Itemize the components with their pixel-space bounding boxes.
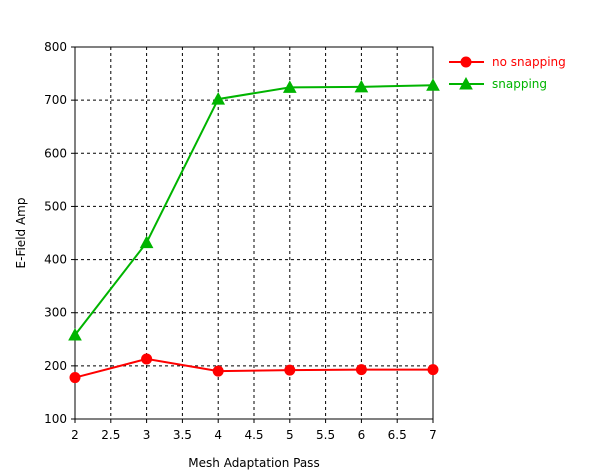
grid bbox=[75, 47, 433, 419]
series-line-snapping bbox=[74, 84, 434, 336]
y-tick-label: 100 bbox=[44, 412, 67, 426]
x-tick-label: 4.5 bbox=[244, 428, 263, 442]
data-point-snapping bbox=[354, 79, 369, 93]
x-tick-label: 5.5 bbox=[316, 428, 335, 442]
data-point-snapping bbox=[282, 80, 297, 93]
legend-marker-no-snapping bbox=[460, 56, 472, 68]
series-snapping bbox=[68, 78, 440, 341]
data-point-no-snapping bbox=[69, 372, 81, 384]
x-tick-label: 6 bbox=[358, 428, 366, 442]
x-tick-label: 3.5 bbox=[173, 428, 192, 442]
y-tick-label: 200 bbox=[44, 359, 67, 373]
y-tick-label: 600 bbox=[44, 146, 67, 160]
legend-label-no-snapping: no snapping bbox=[492, 55, 566, 69]
x-tick-label: 7 bbox=[429, 428, 437, 442]
legend-label-snapping: snapping bbox=[492, 77, 547, 91]
series-no-snapping bbox=[69, 353, 439, 384]
legend-entry-snapping: snapping bbox=[449, 76, 547, 91]
data-point-no-snapping bbox=[284, 364, 296, 376]
x-tick-label: 5 bbox=[286, 428, 294, 442]
data-point-snapping bbox=[68, 327, 82, 341]
data-point-no-snapping bbox=[212, 365, 224, 377]
data-point-no-snapping bbox=[141, 353, 153, 365]
x-axis-label: Mesh Adaptation Pass bbox=[188, 456, 319, 470]
axis-ticks: 2 2.5 3 3.5 4 4.5 5 5.5 6 6.5 7 100 200 300 400 500 600 7… bbox=[44, 40, 437, 442]
data-point-no-snapping bbox=[355, 364, 367, 376]
data-point-snapping bbox=[426, 78, 440, 91]
legend-marker-snapping bbox=[459, 76, 473, 90]
data-point-no-snapping bbox=[427, 364, 439, 376]
y-tick-label: 400 bbox=[44, 253, 67, 267]
x-tick-label: 4 bbox=[214, 428, 222, 442]
legend: no snapping snapping bbox=[449, 55, 566, 91]
x-tick-label: 6.5 bbox=[388, 428, 407, 442]
x-tick-label: 3 bbox=[143, 428, 151, 442]
series-line-no-snapping bbox=[74, 357, 433, 379]
legend-entry-no-snapping: no snapping bbox=[449, 55, 566, 69]
x-tick-label: 2.5 bbox=[101, 428, 120, 442]
y-tick-label: 800 bbox=[44, 40, 67, 54]
y-tick-label: 700 bbox=[44, 93, 67, 107]
data-point-snapping bbox=[211, 92, 226, 105]
data-point-snapping bbox=[139, 235, 154, 249]
y-axis-label: E-Field Amp bbox=[14, 198, 28, 269]
y-tick-label: 300 bbox=[44, 306, 67, 320]
x-tick-label: 2 bbox=[71, 428, 79, 442]
series bbox=[68, 78, 440, 384]
y-tick-label: 500 bbox=[44, 199, 67, 213]
